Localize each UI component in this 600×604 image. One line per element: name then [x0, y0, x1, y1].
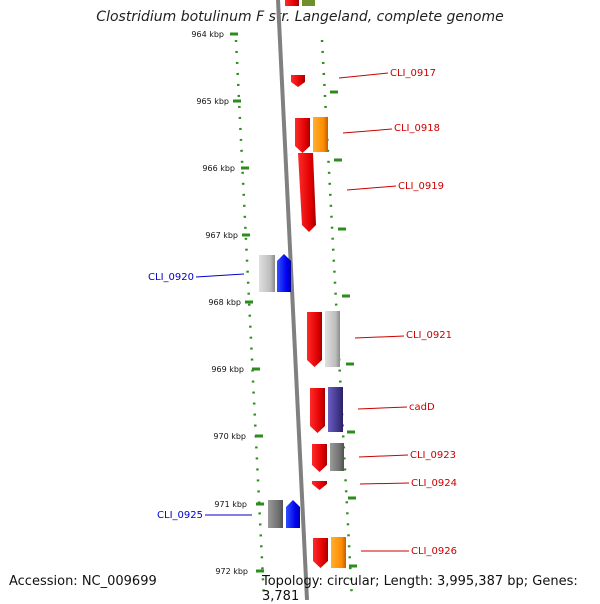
cds-cli-0921-gray[interactable] [325, 311, 340, 367]
axis-label-970: 970 kbp [213, 432, 246, 441]
cds-cadd-purple[interactable] [328, 387, 343, 432]
axis-label-965: 965 kbp [196, 97, 229, 106]
gene-label-cadd[interactable]: cadD [409, 402, 435, 413]
axis-label-972: 972 kbp [215, 567, 248, 576]
gene-label-cli-0917[interactable]: CLI_0917 [390, 68, 436, 79]
map-title: Clostridium botulinum F str. Langeland, … [96, 9, 504, 25]
cds-cli-0918-red[interactable] [295, 118, 310, 153]
cds-cli-0925-blue[interactable] [286, 500, 300, 528]
genome-backbone [276, 0, 309, 600]
axis-label-966: 966 kbp [202, 164, 235, 173]
axis-label-971: 971 kbp [214, 500, 247, 509]
leader-lines [195, 72, 410, 552]
accession-text: Accession: NC_009699 [9, 574, 157, 589]
cds-cli-0920-gray[interactable] [259, 255, 275, 292]
partial-cds-top-red [285, 0, 299, 6]
gene-label-cli-0924[interactable]: CLI_0924 [411, 478, 457, 489]
axis-label-969: 969 kbp [211, 365, 244, 374]
axis-label-968: 968 kbp [208, 298, 241, 307]
cds-cli-0917[interactable] [291, 75, 305, 87]
cds-cli-0924[interactable] [312, 481, 327, 490]
gene-label-cli-0923[interactable]: CLI_0923 [410, 450, 456, 461]
cds-cli-0923-red[interactable] [312, 444, 327, 472]
gene-label-cli-0921[interactable]: CLI_0921 [406, 330, 452, 341]
axis-label-964: 964 kbp [191, 30, 224, 39]
cds-cadd-red[interactable] [310, 388, 325, 433]
cds-cli-0926-orange[interactable] [331, 537, 346, 568]
partial-cds-top-green [302, 0, 315, 6]
gene-label-cli-0926[interactable]: CLI_0926 [411, 546, 457, 557]
inner-left-track [234, 39, 266, 600]
cds-cli-0920-blue[interactable] [277, 254, 291, 292]
cds-features [259, 75, 346, 568]
gene-label-cli-0919[interactable]: CLI_0919 [398, 181, 444, 192]
axis-ticks [230, 32, 357, 573]
cds-cli-0923-gray[interactable] [330, 443, 344, 471]
cds-cli-0921-red[interactable] [307, 312, 322, 367]
cds-cli-0919[interactable] [298, 153, 316, 232]
gene-label-cli-0925[interactable]: CLI_0925 [157, 510, 203, 521]
cds-cli-0926-red[interactable] [313, 538, 328, 568]
gene-label-cli-0918[interactable]: CLI_0918 [394, 123, 440, 134]
axis-label-967: 967 kbp [205, 231, 238, 240]
cds-cli-0918-orange[interactable] [313, 117, 328, 152]
gene-label-cli-0920[interactable]: CLI_0920 [148, 272, 194, 283]
cds-cli-0925-gray[interactable] [268, 500, 283, 528]
